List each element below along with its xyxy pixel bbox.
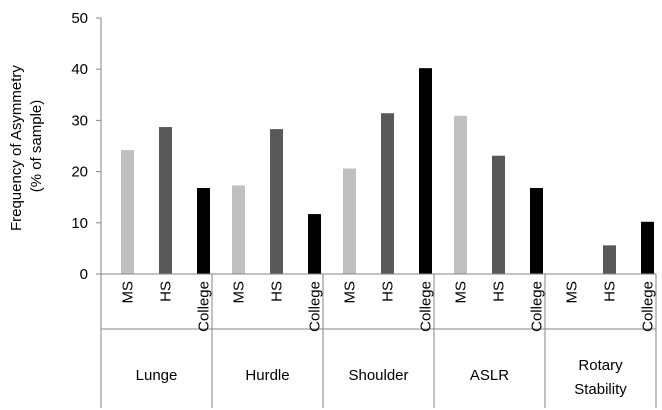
y-axis-title-line-1: Frequency of Asymmetry	[8, 65, 25, 231]
bar-college	[308, 214, 321, 274]
y-tick-label: 0	[80, 266, 88, 283]
category-label: MS	[342, 281, 359, 304]
bar-college	[530, 187, 543, 274]
y-axis-title-line-2: (% of sample)	[28, 100, 45, 193]
group-label: Shoulder	[348, 367, 408, 384]
bar-hs	[603, 245, 616, 274]
category-label: College	[529, 281, 546, 332]
bar-ms	[121, 150, 134, 274]
category-label: MS	[231, 281, 248, 304]
category-label: College	[196, 281, 213, 332]
group-label: Lunge	[136, 367, 178, 384]
category-label: HS	[602, 281, 619, 302]
bar-ms	[343, 168, 356, 274]
y-axis-title: Frequency of Asymmetry (% of sample)	[8, 61, 45, 231]
y-tick-label: 20	[71, 164, 88, 181]
bar-series	[121, 68, 654, 275]
bar-college	[197, 187, 210, 274]
y-tick-label: 10	[71, 215, 88, 232]
y-tick-label: 50	[71, 10, 88, 27]
category-label: HS	[380, 281, 397, 302]
y-tick-label: 30	[71, 112, 88, 129]
group-label: Stability	[574, 381, 627, 398]
y-axis-ticks: 0 10 20 30 40 50	[71, 10, 102, 283]
category-label: HS	[491, 281, 508, 302]
bar-ms	[232, 185, 245, 274]
bar-college	[641, 221, 654, 274]
group-label: Rotary	[578, 357, 623, 374]
category-label: College	[307, 281, 324, 332]
category-label: College	[418, 281, 435, 332]
category-label: MS	[120, 281, 137, 304]
category-label: HS	[269, 281, 286, 302]
bar-college	[419, 68, 432, 275]
category-label: HS	[158, 281, 175, 302]
y-tick-label: 40	[71, 61, 88, 78]
x-axis: MS HS College Lunge MS HS College Hurdle MS HS Col…	[100, 273, 657, 408]
bar-hs	[492, 155, 505, 274]
bar-hs	[270, 129, 283, 274]
category-label: MS	[453, 281, 470, 304]
category-label: MS	[564, 281, 581, 304]
group-label: Hurdle	[245, 367, 289, 384]
bar-hs	[381, 113, 394, 275]
category-label: College	[640, 281, 657, 332]
bar-hs	[159, 127, 172, 274]
bar-ms	[454, 115, 467, 275]
group-label: ASLR	[470, 367, 509, 384]
